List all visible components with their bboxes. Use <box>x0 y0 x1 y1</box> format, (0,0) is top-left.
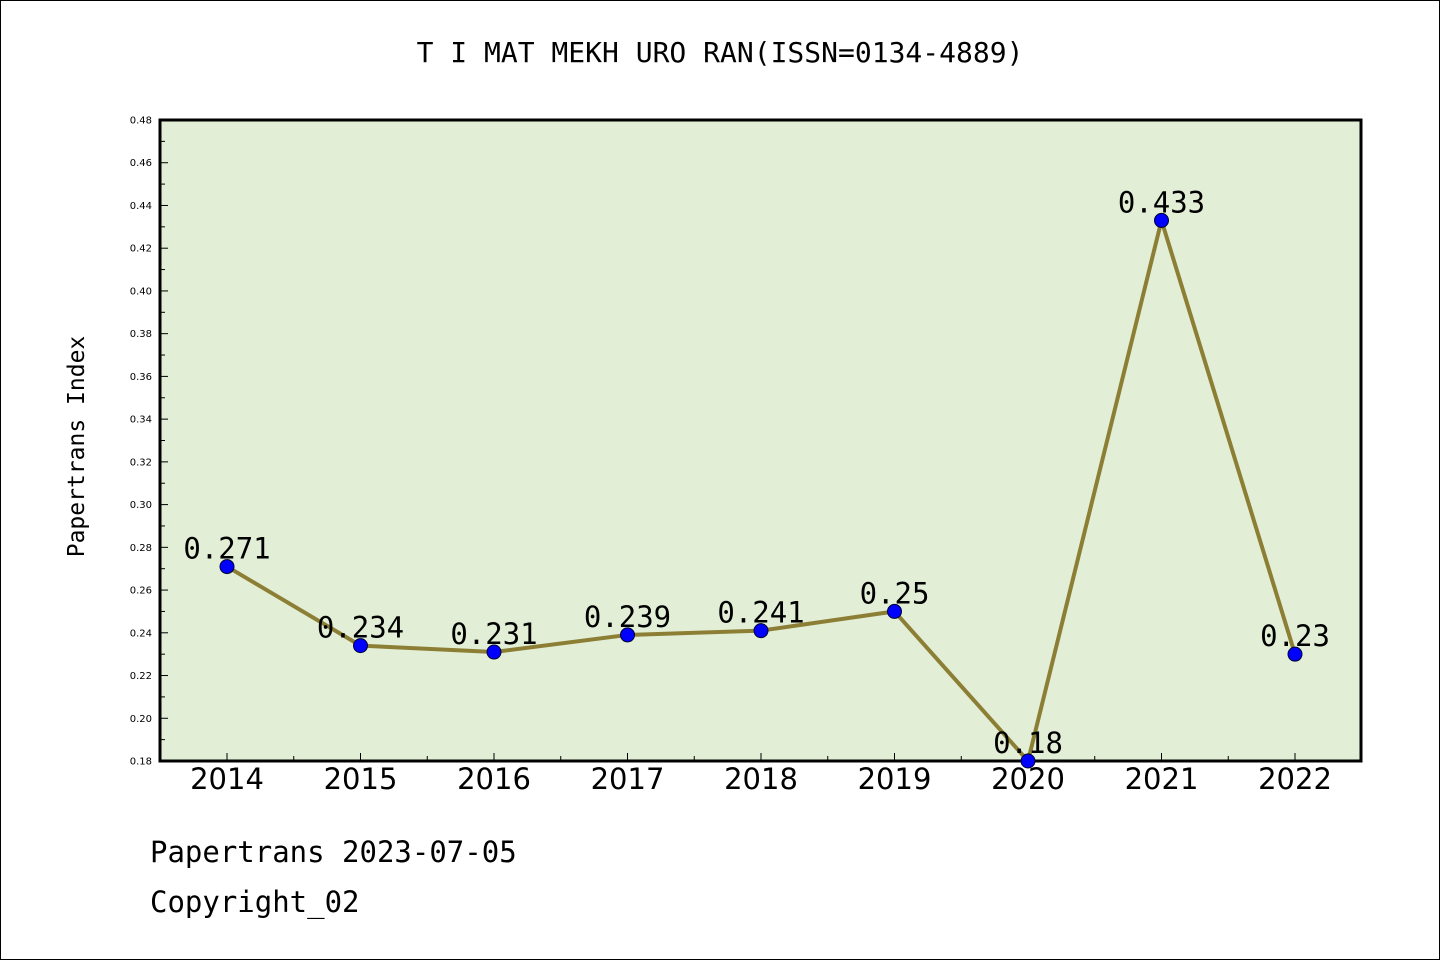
x-tick-label: 2017 <box>591 762 665 796</box>
y-tick-label: 0.30 <box>130 500 152 511</box>
x-axis: 2014 2015 2016 2017 2018 2019 2020 2021 2022 <box>190 753 1332 796</box>
data-point <box>620 627 635 643</box>
data-label: 0.25 <box>860 576 930 610</box>
y-axis: 0.18 0.20 0.22 0.24 0.26 0.28 0.30 0.32 0.34 0.36… <box>130 116 168 768</box>
data-point <box>353 638 368 654</box>
y-tick-label: 0.26 <box>130 586 152 597</box>
y-tick-label: 0.28 <box>130 543 152 554</box>
data-point <box>1154 212 1169 228</box>
y-tick-label: 0.22 <box>130 671 152 682</box>
x-tick-label: 2015 <box>324 762 398 796</box>
data-label: 0.241 <box>717 596 804 630</box>
y-tick-label: 0.42 <box>130 244 152 255</box>
data-label: 0.433 <box>1118 185 1205 219</box>
y-tick-label: 0.34 <box>130 415 152 426</box>
y-tick-label: 0.18 <box>130 757 152 768</box>
y-axis-label: Papertrans Index <box>64 336 90 558</box>
data-point <box>1020 753 1036 769</box>
x-tick-label: 2019 <box>858 762 932 796</box>
x-tick-label: 2021 <box>1125 762 1199 796</box>
y-tick-label: 0.36 <box>130 372 152 383</box>
y-tick-label: 0.24 <box>130 628 152 639</box>
y-tick-label: 0.44 <box>130 201 152 212</box>
data-point <box>219 559 235 575</box>
data-labels: 0.271 0.234 0.231 0.239 0.241 0.25 0.18 0.433 0.… <box>183 185 1330 760</box>
x-tick-label: 2022 <box>1258 762 1332 796</box>
data-label: 0.231 <box>450 617 537 651</box>
x-tick-label: 2018 <box>724 762 798 796</box>
y-tick-label: 0.20 <box>130 714 152 725</box>
y-tick-label: 0.48 <box>130 116 152 127</box>
footer-copyright: Copyright_02 <box>150 885 360 919</box>
y-tick-label: 0.38 <box>130 329 152 340</box>
data-point <box>486 644 502 660</box>
data-label: 0.239 <box>584 600 671 634</box>
data-label: 0.23 <box>1260 619 1330 653</box>
footer-date: Papertrans 2023-07-05 <box>150 835 517 869</box>
data-label: 0.271 <box>183 532 270 566</box>
data-point <box>887 603 902 619</box>
data-label: 0.234 <box>317 611 404 645</box>
x-tick-label: 2016 <box>457 762 531 796</box>
y-tick-label: 0.46 <box>130 158 152 169</box>
chart-title: T I MAT MEKH URO RAN(ISSN=0134-4889) <box>416 36 1024 69</box>
data-label: 0.18 <box>993 726 1063 760</box>
data-point <box>1287 646 1303 662</box>
y-tick-label: 0.32 <box>130 457 152 468</box>
y-tick-label: 0.40 <box>130 286 152 297</box>
data-point <box>753 623 769 639</box>
series-markers <box>219 212 1303 769</box>
x-tick-label: 2014 <box>190 762 264 796</box>
